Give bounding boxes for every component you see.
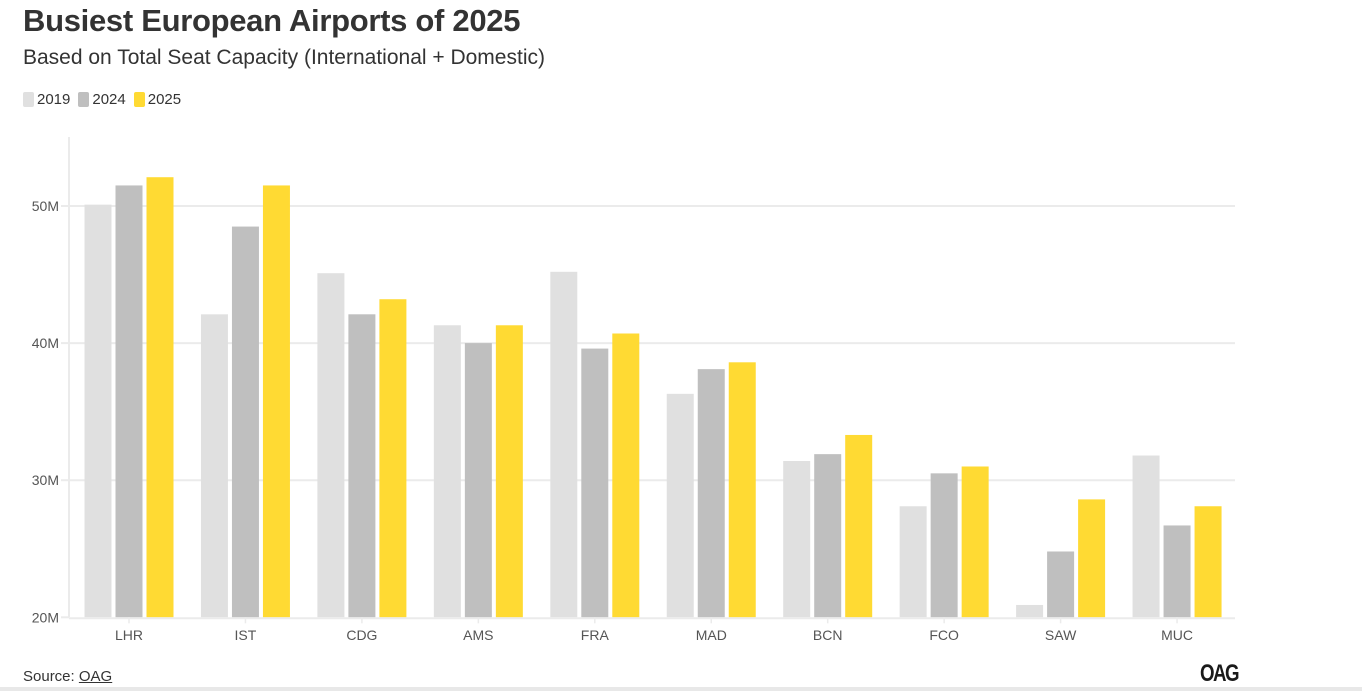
bar-CDG-2019[interactable] (317, 273, 345, 618)
bar-MAD-2024[interactable] (697, 369, 725, 618)
y-tick-label: 30M (32, 472, 59, 488)
bar-LHR-2024[interactable] (115, 185, 143, 618)
source-prefix: Source: (23, 668, 79, 685)
bar-group-AMS (433, 325, 523, 618)
bar-MAD-2025[interactable] (728, 362, 756, 618)
legend-item-2019[interactable]: 2019 (23, 91, 70, 108)
bar-IST-2019[interactable] (200, 314, 228, 618)
bar-FRA-2025[interactable] (612, 333, 640, 618)
bar-FCO-2019[interactable] (899, 506, 927, 618)
x-tick-label-MAD: MAD (696, 627, 727, 643)
bar-LHR-2019[interactable] (84, 204, 112, 618)
bar-IST-2024[interactable] (231, 226, 259, 618)
y-tick-label: 20M (32, 609, 59, 625)
x-tick-label-FRA: FRA (581, 627, 610, 643)
x-tick-label-FCO: FCO (929, 627, 959, 643)
bar-LHR-2025[interactable] (146, 177, 174, 618)
x-tick-label-AMS: AMS (463, 627, 493, 643)
bar-BCN-2025[interactable] (845, 434, 873, 618)
legend-label-2024: 2024 (92, 91, 126, 108)
bar-SAW-2025[interactable] (1078, 499, 1106, 618)
legend-swatch-2025 (133, 92, 145, 107)
legend-label-2025: 2025 (147, 91, 182, 108)
bar-BCN-2024[interactable] (814, 454, 842, 618)
chart-title: Busiest European Airports of 2025 (23, 3, 521, 38)
bar-group-CDG (317, 273, 407, 618)
bar-BCN-2019[interactable] (783, 461, 811, 618)
bar-AMS-2025[interactable] (495, 325, 523, 618)
bar-FRA-2024[interactable] (581, 348, 609, 618)
legend-item-2025[interactable]: 2025 (133, 91, 182, 108)
source-link[interactable]: OAG (78, 668, 113, 685)
bar-AMS-2024[interactable] (464, 343, 492, 618)
x-tick-label-MUC: MUC (1161, 627, 1193, 643)
x-tick-label-IST: IST (235, 627, 257, 643)
bar-MAD-2019[interactable] (666, 393, 694, 618)
bar-FRA-2019[interactable] (550, 271, 578, 618)
bars (84, 177, 1222, 618)
bar-MUC-2024[interactable] (1163, 525, 1191, 618)
bar-group-LHR (84, 177, 174, 618)
bar-CDG-2024[interactable] (348, 314, 376, 618)
y-tick-label: 50M (32, 198, 59, 214)
legend-label-2019: 2019 (37, 91, 71, 108)
bar-group-SAW (1016, 499, 1106, 618)
bottom-border (0, 687, 1362, 691)
legend-swatch-2019 (23, 92, 34, 107)
chart-subtitle: Based on Total Seat Capacity (Internatio… (23, 46, 545, 69)
bar-group-IST (200, 185, 290, 618)
x-tick-label-SAW: SAW (1045, 627, 1077, 643)
x-tick-label-CDG: CDG (346, 627, 377, 643)
bar-group-FCO (899, 466, 989, 618)
bar-MUC-2025[interactable] (1194, 506, 1222, 618)
bar-SAW-2024[interactable] (1047, 551, 1075, 618)
legend: 2019 2024 2025 (23, 91, 189, 108)
bar-MUC-2019[interactable] (1132, 455, 1160, 618)
bar-group-MUC (1132, 455, 1222, 618)
bar-IST-2025[interactable] (262, 185, 290, 618)
bar-group-MAD (666, 362, 756, 618)
bar-group-FRA (550, 271, 640, 618)
bar-AMS-2019[interactable] (433, 325, 461, 618)
bar-FCO-2025[interactable] (961, 466, 989, 618)
oag-logo: OAG (1200, 660, 1240, 687)
x-tick-label-LHR: LHR (115, 627, 143, 643)
bar-SAW-2019[interactable] (1016, 604, 1044, 618)
y-tick-label: 40M (32, 335, 59, 351)
source-note: Source: OAG (23, 668, 112, 685)
bar-CDG-2025[interactable] (379, 299, 407, 618)
x-tick-label-BCN: BCN (813, 627, 843, 643)
bar-FCO-2024[interactable] (930, 473, 958, 618)
bar-group-BCN (783, 434, 873, 618)
legend-item-2024[interactable]: 2024 (78, 91, 126, 108)
axes: 20M 30M 40M 50M LHR IST CDG AMS FRA MAD BCN FCO SAW M… (32, 137, 1235, 643)
legend-swatch-2024 (78, 92, 90, 107)
